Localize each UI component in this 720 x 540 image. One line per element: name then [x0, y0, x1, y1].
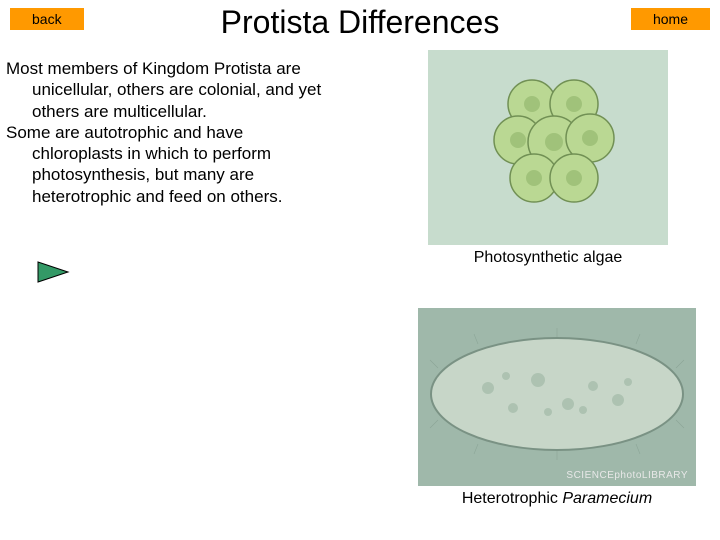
figure-paramecium: SCIENCEphotoLIBRARY Heterotrophic Parame… — [418, 308, 696, 508]
paragraph-2: Some are autotrophic and have chloroplas… — [6, 122, 336, 207]
paramecium-image: SCIENCEphotoLIBRARY — [418, 308, 696, 486]
body-text: Most members of Kingdom Protista are uni… — [6, 58, 336, 207]
algae-caption: Photosynthetic algae — [428, 249, 668, 267]
figure-algae: Photosynthetic algae — [428, 50, 668, 267]
paramecium-caption: Heterotrophic Paramecium — [418, 490, 696, 508]
algae-image — [428, 50, 668, 245]
back-button[interactable]: back — [10, 8, 84, 30]
paragraph-1: Most members of Kingdom Protista are uni… — [6, 58, 336, 122]
caption-em: Paramecium — [562, 490, 652, 507]
home-button[interactable]: home — [631, 8, 710, 30]
watermark: SCIENCEphotoLIBRARY — [566, 470, 688, 481]
caption-prefix: Heterotrophic — [462, 490, 563, 507]
play-icon[interactable] — [36, 260, 70, 289]
page-title: Protista Differences — [221, 4, 500, 41]
